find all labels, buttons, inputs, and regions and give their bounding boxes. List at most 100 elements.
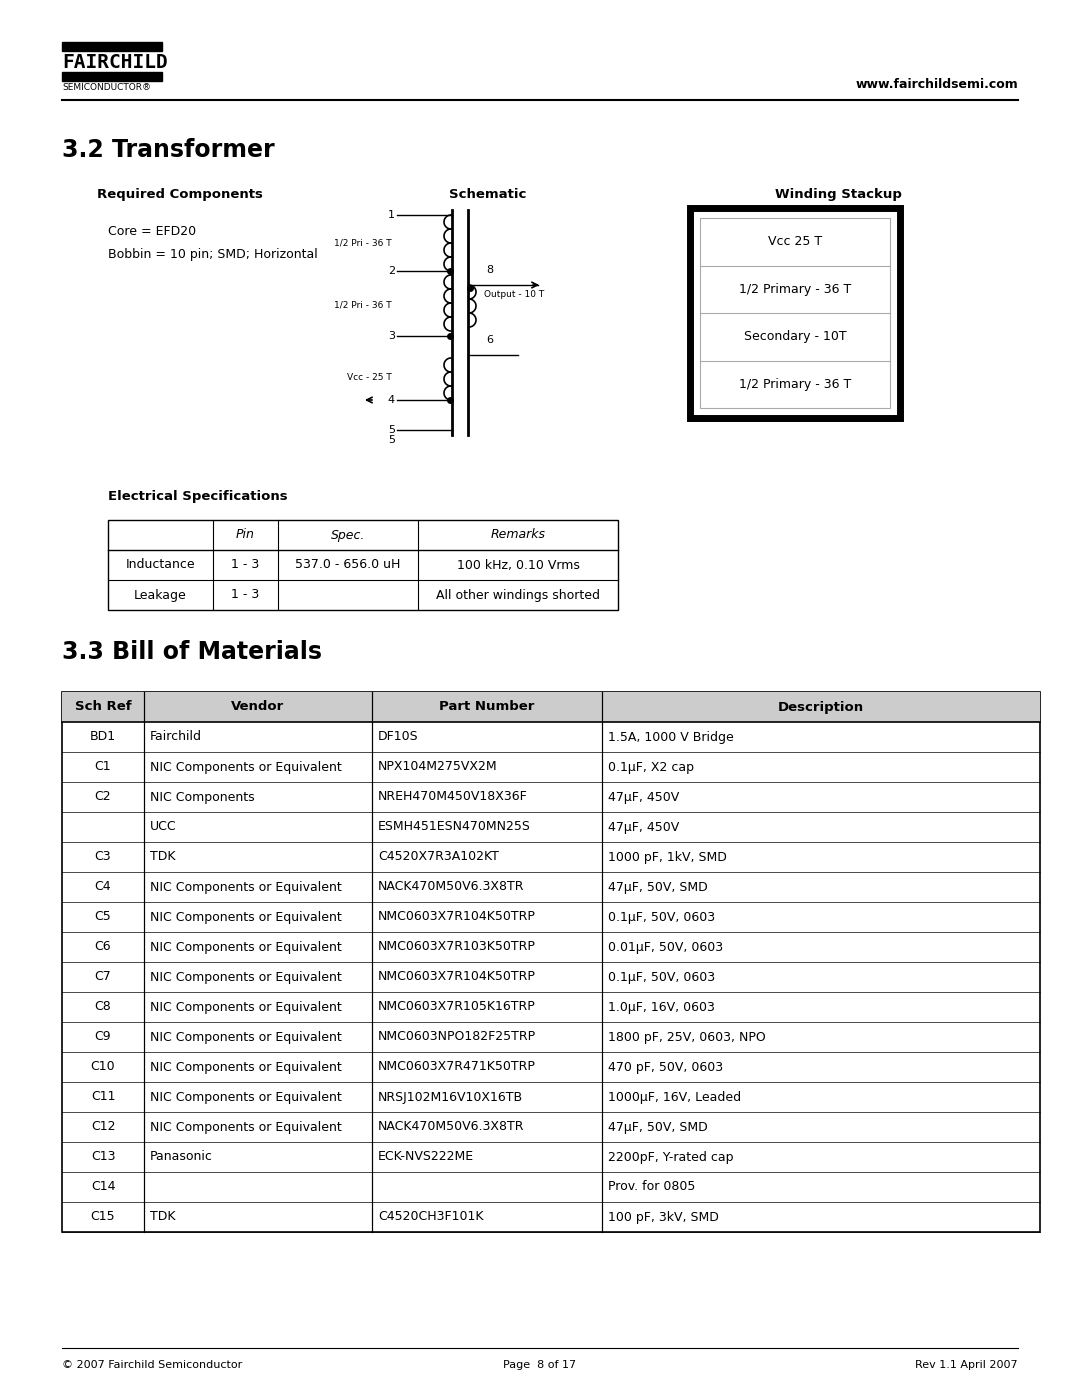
Text: NIC Components or Equivalent: NIC Components or Equivalent <box>150 971 341 983</box>
Text: 1000 pF, 1kV, SMD: 1000 pF, 1kV, SMD <box>608 851 727 863</box>
Text: NIC Components or Equivalent: NIC Components or Equivalent <box>150 1091 341 1104</box>
Text: 0.01μF, 50V, 0603: 0.01μF, 50V, 0603 <box>608 940 724 954</box>
Text: 5: 5 <box>388 434 395 446</box>
Text: 47μF, 50V, SMD: 47μF, 50V, SMD <box>608 880 707 894</box>
Text: 1000μF, 16V, Leaded: 1000μF, 16V, Leaded <box>608 1091 741 1104</box>
Text: 1/2 Primary - 36 T: 1/2 Primary - 36 T <box>739 282 851 296</box>
Text: 537.0 - 656.0 uH: 537.0 - 656.0 uH <box>295 559 401 571</box>
Text: C5: C5 <box>95 911 111 923</box>
Bar <box>62 692 1040 1232</box>
Text: 2200pF, Y-rated cap: 2200pF, Y-rated cap <box>608 1151 733 1164</box>
Bar <box>108 520 618 610</box>
Text: 1 - 3: 1 - 3 <box>231 559 259 571</box>
Text: C6: C6 <box>95 940 111 954</box>
Text: C11: C11 <box>91 1091 116 1104</box>
Text: NMC0603X7R471K50TRP: NMC0603X7R471K50TRP <box>378 1060 536 1073</box>
Text: Page  8 of 17: Page 8 of 17 <box>503 1361 577 1370</box>
Text: C15: C15 <box>91 1210 116 1224</box>
Text: NRSJ102M16V10X16TB: NRSJ102M16V10X16TB <box>378 1091 523 1104</box>
Text: 1 - 3: 1 - 3 <box>231 588 259 602</box>
Text: C13: C13 <box>91 1151 116 1164</box>
Text: C8: C8 <box>95 1000 111 1013</box>
Text: NPX104M275VX2M: NPX104M275VX2M <box>378 760 498 774</box>
Text: NMC0603X7R104K50TRP: NMC0603X7R104K50TRP <box>378 971 536 983</box>
Text: C10: C10 <box>91 1060 116 1073</box>
Bar <box>62 42 162 52</box>
Text: 1.5A, 1000 V Bridge: 1.5A, 1000 V Bridge <box>608 731 733 743</box>
Text: 1/2 Pri - 36 T: 1/2 Pri - 36 T <box>335 300 392 310</box>
Text: NIC Components or Equivalent: NIC Components or Equivalent <box>150 1120 341 1133</box>
Text: Vendor: Vendor <box>231 700 285 714</box>
Text: C4: C4 <box>95 880 111 894</box>
Text: NACK470M50V6.3X8TR: NACK470M50V6.3X8TR <box>378 1120 525 1133</box>
Text: NIC Components or Equivalent: NIC Components or Equivalent <box>150 911 341 923</box>
Text: Part Number: Part Number <box>440 700 535 714</box>
Text: FAIRCHILD: FAIRCHILD <box>62 53 167 73</box>
Bar <box>690 208 900 418</box>
Text: Electrical Specifications: Electrical Specifications <box>108 490 287 503</box>
Text: NIC Components or Equivalent: NIC Components or Equivalent <box>150 1000 341 1013</box>
Text: NIC Components or Equivalent: NIC Components or Equivalent <box>150 760 341 774</box>
Text: Inductance: Inductance <box>125 559 195 571</box>
Text: Rev 1.1 April 2007: Rev 1.1 April 2007 <box>916 1361 1018 1370</box>
Text: SEMICONDUCTOR®: SEMICONDUCTOR® <box>62 82 151 92</box>
Text: C7: C7 <box>95 971 111 983</box>
Text: TDK: TDK <box>150 1210 175 1224</box>
Text: 0.1μF, X2 cap: 0.1μF, X2 cap <box>608 760 694 774</box>
Text: Description: Description <box>778 700 864 714</box>
Text: NACK470M50V6.3X8TR: NACK470M50V6.3X8TR <box>378 880 525 894</box>
Text: Remarks: Remarks <box>490 528 545 542</box>
Text: 0.1μF, 50V, 0603: 0.1μF, 50V, 0603 <box>608 911 715 923</box>
Text: C1: C1 <box>95 760 111 774</box>
Text: ESMH451ESN470MN25S: ESMH451ESN470MN25S <box>378 820 531 834</box>
Text: Prov. for 0805: Prov. for 0805 <box>608 1180 696 1193</box>
Text: Spec.: Spec. <box>330 528 365 542</box>
Bar <box>62 73 162 81</box>
Text: UCC: UCC <box>150 820 177 834</box>
Text: Required Components: Required Components <box>97 189 262 201</box>
Text: Vcc 25 T: Vcc 25 T <box>768 235 822 249</box>
Text: C2: C2 <box>95 791 111 803</box>
Text: Leakage: Leakage <box>134 588 187 602</box>
Text: 4: 4 <box>388 395 395 405</box>
Text: ECK-NVS222ME: ECK-NVS222ME <box>378 1151 474 1164</box>
Text: 6: 6 <box>486 335 492 345</box>
Text: Sch Ref: Sch Ref <box>75 700 132 714</box>
Text: NIC Components or Equivalent: NIC Components or Equivalent <box>150 880 341 894</box>
Text: 8: 8 <box>486 265 494 275</box>
Text: Fairchild: Fairchild <box>150 731 202 743</box>
Text: www.fairchildsemi.com: www.fairchildsemi.com <box>855 78 1018 91</box>
Text: NMC0603NPO182F25TRP: NMC0603NPO182F25TRP <box>378 1031 536 1044</box>
Text: NMC0603X7R104K50TRP: NMC0603X7R104K50TRP <box>378 911 536 923</box>
Text: NIC Components or Equivalent: NIC Components or Equivalent <box>150 1031 341 1044</box>
Text: NMC0603X7R105K16TRP: NMC0603X7R105K16TRP <box>378 1000 536 1013</box>
Text: 1800 pF, 25V, 0603, NPO: 1800 pF, 25V, 0603, NPO <box>608 1031 766 1044</box>
Text: 100 pF, 3kV, SMD: 100 pF, 3kV, SMD <box>608 1210 719 1224</box>
Text: NIC Components or Equivalent: NIC Components or Equivalent <box>150 1060 341 1073</box>
Text: All other windings shorted: All other windings shorted <box>436 588 600 602</box>
Text: C9: C9 <box>95 1031 111 1044</box>
Text: NREH470M450V18X36F: NREH470M450V18X36F <box>378 791 528 803</box>
Text: 3: 3 <box>388 331 395 341</box>
Text: © 2007 Fairchild Semiconductor: © 2007 Fairchild Semiconductor <box>62 1361 242 1370</box>
Text: 5: 5 <box>388 425 395 434</box>
Text: Panasonic: Panasonic <box>150 1151 213 1164</box>
Bar <box>62 692 1040 722</box>
Text: 1/2 Primary - 36 T: 1/2 Primary - 36 T <box>739 377 851 391</box>
Text: 1/2 Pri - 36 T: 1/2 Pri - 36 T <box>335 239 392 247</box>
Text: C12: C12 <box>91 1120 116 1133</box>
Text: Core = EFD20: Core = EFD20 <box>108 225 197 237</box>
Text: 47μF, 50V, SMD: 47μF, 50V, SMD <box>608 1120 707 1133</box>
Text: NIC Components: NIC Components <box>150 791 255 803</box>
Text: C4520CH3F101K: C4520CH3F101K <box>378 1210 484 1224</box>
Text: 1: 1 <box>388 210 395 219</box>
Text: C14: C14 <box>91 1180 116 1193</box>
Text: NIC Components or Equivalent: NIC Components or Equivalent <box>150 940 341 954</box>
Text: Vcc - 25 T: Vcc - 25 T <box>348 373 392 383</box>
Text: DF10S: DF10S <box>378 731 419 743</box>
Text: BD1: BD1 <box>90 731 116 743</box>
Text: 0.1μF, 50V, 0603: 0.1μF, 50V, 0603 <box>608 971 715 983</box>
Text: Output - 10 T: Output - 10 T <box>484 291 544 299</box>
Text: Bobbin = 10 pin; SMD; Horizontal: Bobbin = 10 pin; SMD; Horizontal <box>108 249 318 261</box>
Bar <box>700 218 890 408</box>
